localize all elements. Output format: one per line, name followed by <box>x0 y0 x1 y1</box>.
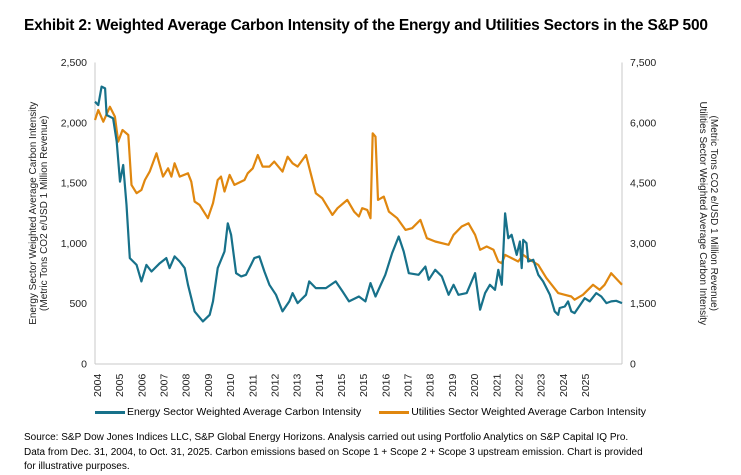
x-tick-label: 2010 <box>225 373 237 397</box>
right-y-tick-label: 3,000 <box>630 238 656 250</box>
x-tick-label: 2008 <box>181 373 193 397</box>
x-tick-label: 2012 <box>269 373 281 397</box>
right-y-tick-label: 7,500 <box>630 57 656 69</box>
legend-swatch-energy <box>94 410 125 414</box>
legend-item-utilities: Utilities Sector Weighted Average Carbon… <box>379 406 646 418</box>
footnote-line: Source: S&P Dow Jones Indices LLC, S&P G… <box>24 432 629 443</box>
dual-axis-line-chart: 0 500 1,000 1,500 2,000 2,500 0 1,500 3,000 4,500… <box>28 57 719 397</box>
x-tick-label: 2015 <box>358 373 370 397</box>
x-tick-label: 2015 <box>336 373 348 397</box>
x-tick-label: 2006 <box>136 373 148 397</box>
right-y-tick-label: 0 <box>630 359 636 371</box>
right-y-tick-label: 6,000 <box>630 117 656 129</box>
x-tick-label: 2013 <box>292 373 304 397</box>
x-tick-label: 2024 <box>558 373 570 397</box>
source-footnote: Source: S&P Dow Jones Indices LLC, S&P G… <box>24 431 724 475</box>
x-tick-label: 2020 <box>469 373 481 397</box>
x-tick-label: 2018 <box>425 373 437 397</box>
x-tick-label: 2023 <box>536 373 548 397</box>
x-tick-label: 2025 <box>580 373 592 397</box>
x-tick-label: 2007 <box>159 373 171 397</box>
right-y-tick-label: 1,500 <box>630 298 656 310</box>
x-tick-label: 2004 <box>92 373 104 397</box>
legend-label-utilities: Utilities Sector Weighted Average Carbon… <box>411 406 647 418</box>
right-y-tick-label: 4,500 <box>630 178 656 190</box>
x-tick-label: 2021 <box>491 373 503 397</box>
x-tick-label: 2019 <box>447 373 459 397</box>
x-tick-label: 2005 <box>114 373 126 397</box>
utilities-series-line <box>93 105 623 301</box>
chart-title: Exhibit 2: Weighted Average Carbon Inten… <box>24 17 708 34</box>
left-y-tick-label: 1,500 <box>61 178 87 190</box>
legend-item-energy: Energy Sector Weighted Average Carbon In… <box>94 406 362 418</box>
right-y-axis-title: (Metric Tons CO2 e/USD 1 Million Revenue… <box>708 116 719 311</box>
energy-series-line <box>94 85 623 323</box>
legend-label-energy: Energy Sector Weighted Average Carbon In… <box>126 406 362 418</box>
left-y-tick-label: 0 <box>81 359 87 371</box>
x-tick-label: 2016 <box>380 373 392 397</box>
footnote-line: for illustrative purposes. <box>24 461 130 472</box>
left-y-tick-label: 2,000 <box>61 117 87 129</box>
legend-swatch-utilities <box>379 410 410 414</box>
x-tick-label: 2009 <box>203 373 215 397</box>
right-y-axis-title: Utilities Sector Weighted Average Carbon… <box>697 101 708 325</box>
x-tick-label: 2017 <box>403 373 415 397</box>
x-tick-label: 2011 <box>247 374 259 397</box>
left-y-tick-label: 1,000 <box>61 238 87 250</box>
left-y-axis-title: Energy Sector Weighted Average Carbon In… <box>28 102 39 325</box>
legend: Energy Sector Weighted Average Carbon In… <box>0 406 741 418</box>
x-tick-label: 2022 <box>513 373 525 397</box>
footnote-line: Data from Dec. 31, 2004, to Oct. 31, 202… <box>24 446 643 458</box>
left-y-tick-label: 2,500 <box>61 57 87 69</box>
left-y-tick-label: 500 <box>69 298 87 310</box>
left-y-axis-title: (Metric Tons CO2 e/USD 1 Million Revenue… <box>39 116 50 311</box>
x-tick-label: 2014 <box>314 373 326 397</box>
